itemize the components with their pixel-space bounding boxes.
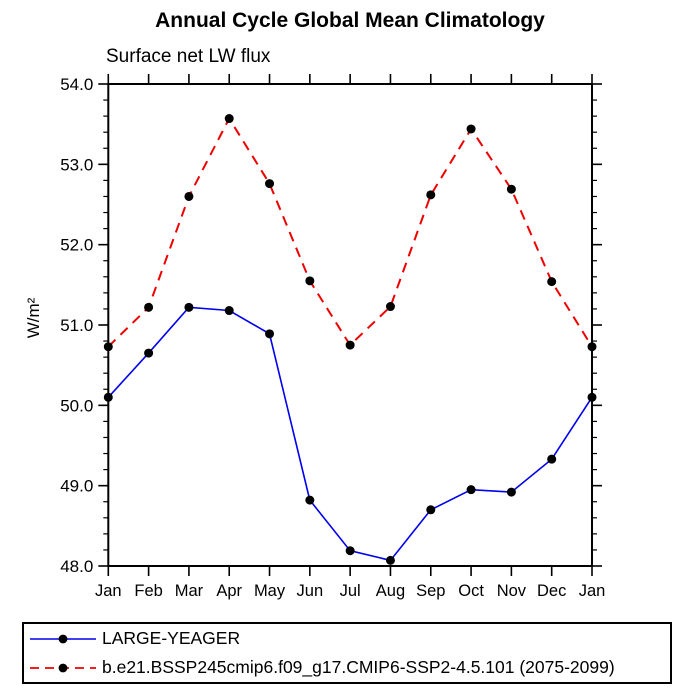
legend-item-model-run: b.e21.BSSP245cmip6.f09_g17.CMIP6-SSP2-4.… [28, 654, 670, 681]
data-point-s1 [426, 190, 436, 200]
data-point-s0 [144, 348, 154, 358]
data-point-s1 [144, 302, 154, 312]
data-point-s1 [587, 342, 597, 352]
x-tick-label: Apr [216, 582, 242, 600]
y-tick-label: 52.0 [60, 236, 93, 255]
legend-label: LARGE-YEAGER [102, 628, 241, 648]
data-point-s0 [426, 505, 436, 515]
y-tick-label: 51.0 [60, 316, 93, 335]
legend-sample-dashed-red-line [30, 663, 96, 672]
y-tick-label: 50.0 [60, 396, 93, 415]
data-point-s0 [184, 302, 194, 312]
y-tick-label: 53.0 [60, 155, 93, 174]
data-point-s0 [305, 495, 315, 505]
data-point-s0 [466, 485, 476, 495]
x-tick-label: Jan [95, 582, 122, 600]
data-point-s1 [466, 124, 476, 134]
x-tick-label: May [254, 582, 286, 600]
data-point-s0 [587, 392, 597, 402]
data-point-s0 [345, 546, 355, 556]
x-tick-label: Nov [497, 582, 527, 600]
marker-dot-icon [58, 663, 68, 672]
marker-dot-icon [58, 634, 68, 643]
y-tick-label: 49.0 [60, 477, 93, 496]
legend-sample-solid-blue-line [30, 634, 96, 643]
data-point-s0 [506, 487, 516, 497]
x-tick-label: Jan [579, 582, 606, 600]
data-point-s1 [547, 277, 557, 287]
plot-area: 48.0 49.0 50.0 51.0 52.0 53.0 54.0 Jan Feb Mar Apr… [60, 74, 606, 600]
x-tick-label: Aug [376, 582, 405, 600]
legend-label: b.e21.BSSP245cmip6.f09_g17.CMIP6-SSP2-4.… [102, 657, 615, 677]
data-point-s1 [385, 302, 395, 312]
data-point-s0 [547, 454, 557, 464]
x-tick-label: Dec [537, 582, 566, 600]
chart-title: Annual Cycle Global Mean Climatology [155, 9, 545, 32]
y-tick-label: 54.0 [60, 75, 93, 94]
data-point-s0 [103, 392, 113, 402]
plot-frame [107, 83, 594, 567]
data-point-s1 [184, 191, 194, 201]
x-tick-label: Jun [297, 582, 324, 600]
x-tick-label: Mar [175, 582, 204, 600]
data-point-s1 [506, 184, 516, 194]
series-line-1 [107, 116, 593, 348]
x-tick-label: Jul [340, 582, 361, 600]
data-point-s1 [345, 340, 355, 350]
data-point-s0 [385, 555, 395, 565]
legend-item-large-yeager: LARGE-YEAGER [28, 625, 670, 652]
data-point-s0 [224, 306, 234, 316]
data-point-s1 [224, 114, 234, 124]
x-tick-label: Oct [458, 582, 484, 600]
y-tick-label: 48.0 [60, 557, 93, 576]
chart-subtitle: Surface net LW flux [106, 46, 271, 67]
x-tick-label: Feb [134, 582, 162, 600]
data-point-s1 [265, 179, 275, 189]
data-point-s1 [103, 342, 113, 352]
data-point-s1 [305, 276, 315, 286]
legend: LARGE-YEAGER b.e21.BSSP245cmip6.f09_g17.… [22, 622, 672, 684]
x-tick-label: Sep [416, 582, 445, 600]
data-point-s0 [265, 329, 275, 339]
